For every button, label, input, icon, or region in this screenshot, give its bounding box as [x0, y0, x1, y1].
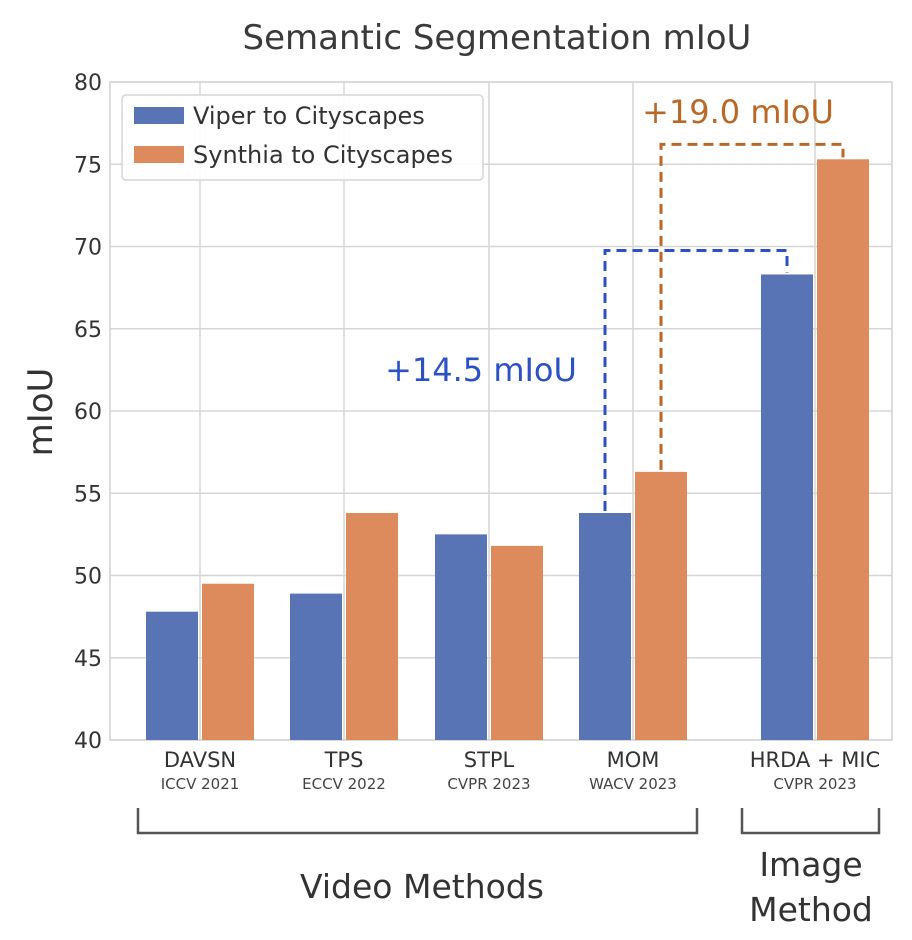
y-tick-labels: 40 45 50 55 60 65 70 75 80: [74, 71, 102, 754]
bar-synthia-1: [346, 512, 398, 740]
annotation-synthia: +19.0 mIoU: [642, 93, 834, 131]
legend: Viper to Cityscapes Synthia to Cityscapes: [121, 94, 484, 181]
x-tick-venue: WACV 2023: [589, 775, 677, 793]
y-tick-label: 70: [74, 236, 102, 261]
x-tick-label: STPL: [464, 748, 515, 772]
annotations: +14.5 mIoU +19.0 mIoU: [385, 93, 845, 511]
y-tick-label: 75: [74, 153, 102, 178]
x-tick-label: TPS: [324, 748, 364, 772]
y-tick-label: 55: [74, 482, 102, 507]
chart-title: Semantic Segmentation mIoU: [243, 18, 752, 58]
legend-label: Viper to Cityscapes: [193, 102, 425, 130]
bars: [146, 159, 869, 740]
group-bracket: [740, 808, 881, 835]
bar-viper-2: [435, 534, 487, 740]
legend-swatch: [134, 107, 184, 124]
y-tick-label: 45: [74, 647, 102, 672]
x-tick-labels: DAVSN ICCV 2021 TPS ECCV 2022 STPL CVPR 2023 M…: [161, 748, 881, 793]
y-axis-label: mIoU: [21, 368, 61, 457]
x-tick-label: DAVSN: [164, 748, 236, 772]
x-tick-label: HRDA + MIC: [750, 748, 880, 772]
x-tick-label: MOM: [607, 748, 660, 772]
bar-synthia-2: [491, 545, 543, 740]
y-tick-label: 50: [74, 565, 102, 590]
annotation-viper: +14.5 mIoU: [385, 351, 577, 389]
x-tick-venue: ICCV 2021: [161, 775, 240, 793]
x-tick-venue: CVPR 2023: [447, 775, 530, 793]
legend-box: [121, 94, 484, 181]
group-label-image-2: Method: [749, 890, 873, 929]
annotation-bracket-synthia: [659, 142, 845, 470]
y-tick-label: 60: [74, 400, 102, 425]
group-label-video: Video Methods: [300, 867, 544, 906]
bar-synthia-0: [202, 583, 254, 740]
y-tick-label: 65: [74, 318, 102, 343]
bar-viper-1: [290, 593, 342, 740]
y-tick-label: 40: [74, 729, 102, 754]
bar-synthia-4: [817, 159, 869, 740]
bar-viper-0: [146, 611, 198, 740]
group-brackets: Video Methods Image Method: [136, 808, 881, 929]
y-tick-label: 80: [74, 71, 102, 96]
x-tick-venue: CVPR 2023: [773, 775, 856, 793]
x-tick-venue: ECCV 2022: [302, 775, 386, 793]
legend-swatch: [134, 146, 184, 163]
bar-synthia-3: [635, 471, 687, 740]
group-bracket: [136, 808, 699, 835]
group-label-image: Image: [759, 845, 862, 884]
legend-label: Synthia to Cityscapes: [193, 141, 453, 169]
bar-viper-4: [761, 274, 813, 740]
annotation-bracket-viper: [603, 248, 789, 511]
bar-viper-3: [579, 512, 631, 740]
